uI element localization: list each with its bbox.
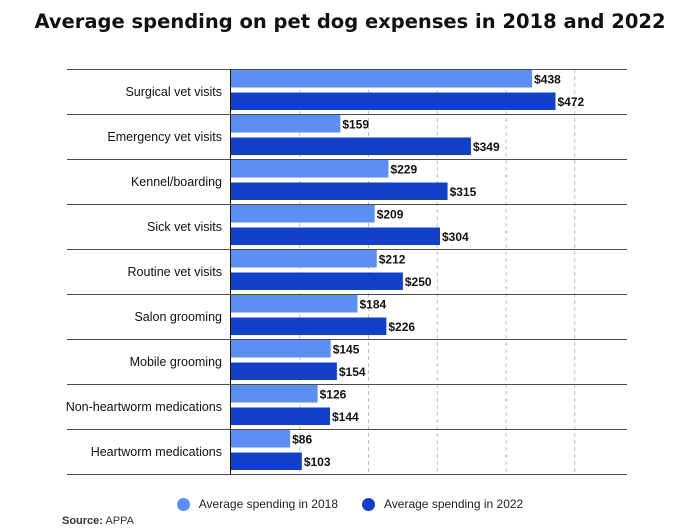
bar-2018[interactable] [231,430,291,448]
source-label: Source: [62,515,103,527]
category-label: Salon grooming [134,310,222,324]
bar-2018[interactable] [231,250,377,268]
bar-2018[interactable] [231,115,341,133]
bar-2022[interactable] [231,227,440,246]
legend-swatch-2018 [176,497,190,511]
value-label: $438 [534,72,561,86]
value-label: $103 [304,455,331,469]
value-label: $212 [379,252,406,266]
value-label: $349 [473,140,500,154]
value-label: $144 [332,410,359,424]
source-text: APPA [105,515,134,527]
legend-item-2018[interactable]: Average spending in 2018 [176,497,338,511]
source-note: Source: APPA [62,515,134,527]
category-label: Non-heartworm medications [66,400,222,414]
category-separators [67,69,627,475]
bar-chart: Surgical vet visits $438 $472 Emergency vet… [66,69,627,475]
bar-layer [231,70,556,470]
bar-2022[interactable] [231,452,302,471]
bar-2022[interactable] [231,137,471,156]
category-label: Heartworm medications [91,445,222,459]
bar-2018[interactable] [231,385,318,403]
legend-label-2022: Average spending in 2022 [384,497,524,511]
value-label: $154 [339,365,366,379]
category-label: Kennel/boarding [131,175,222,189]
bar-2022[interactable] [231,272,403,291]
value-label: $315 [450,185,477,199]
bar-2018[interactable] [231,205,375,223]
bar-2018[interactable] [231,70,533,88]
value-label: $126 [320,387,347,401]
grid-layer [299,69,576,474]
value-label: $226 [388,320,415,334]
category-label: Sick vet visits [147,220,222,234]
bar-2022[interactable] [231,362,337,381]
bar-2022[interactable] [231,407,330,426]
bar-2022[interactable] [231,317,387,336]
value-label: $472 [558,95,585,109]
legend-item-2022[interactable]: Average spending in 2022 [362,497,523,511]
value-label: $145 [333,342,360,356]
bar-2022[interactable] [231,92,556,111]
chart-title: Average spending on pet dog expenses in … [34,10,666,33]
category-label: Emergency vet visits [107,130,222,144]
value-label: $86 [292,432,312,446]
value-label: $184 [360,297,387,311]
value-label: $209 [377,207,404,221]
legend-swatch-2022 [362,497,375,511]
label-layer: Surgical vet visits $438 $472 Emergency vet… [66,72,585,469]
bar-2018[interactable] [231,295,358,313]
legend: Average spending in 2018 Average spendin… [0,497,700,511]
category-label: Routine vet visits [128,265,222,279]
value-label: $159 [342,117,369,131]
category-label: Mobile grooming [130,355,222,369]
category-label: Surgical vet visits [125,85,222,99]
bar-2022[interactable] [231,182,448,201]
value-label: $229 [390,162,417,176]
legend-label-2018: Average spending in 2018 [198,497,338,511]
value-label: $250 [405,275,432,289]
bar-2018[interactable] [231,160,389,178]
value-label: $304 [442,230,469,244]
bar-2018[interactable] [231,340,331,358]
